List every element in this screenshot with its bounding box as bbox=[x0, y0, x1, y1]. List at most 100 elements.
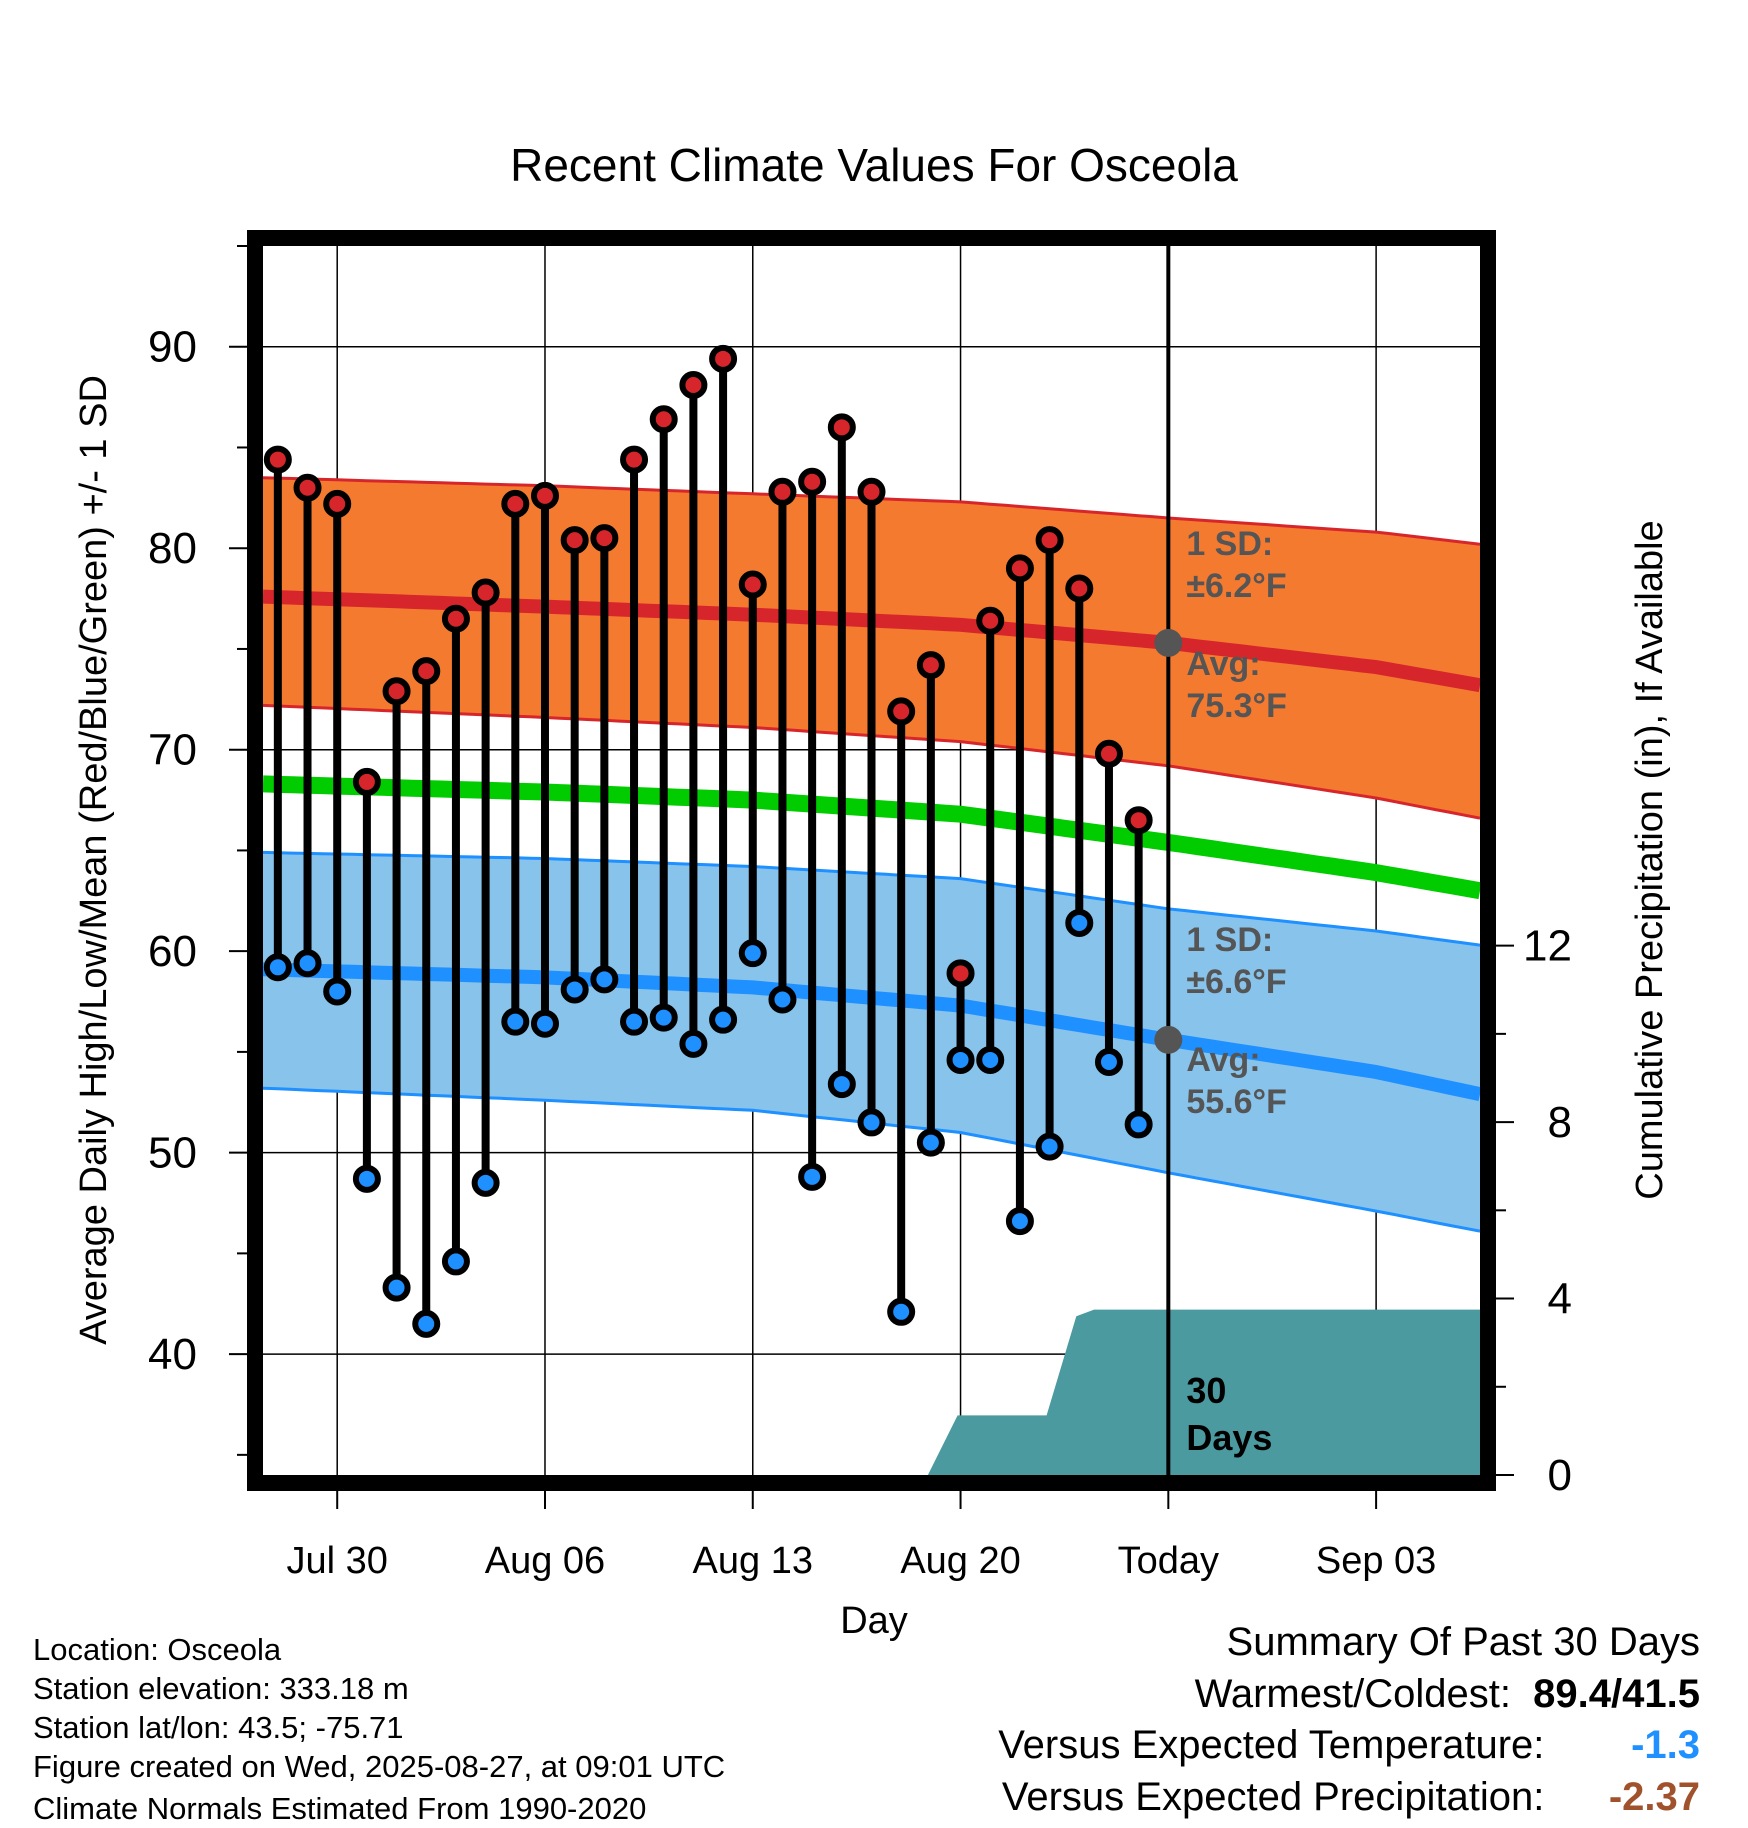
daily-low-point bbox=[768, 985, 797, 1014]
daily-low-point bbox=[560, 975, 589, 1004]
daily-high-point bbox=[887, 697, 916, 726]
daily-low-point bbox=[382, 1273, 411, 1302]
summary-warmest-row: Warmest/Coldest: 89.4/41.5 bbox=[1195, 1672, 1700, 1717]
daily-high-point bbox=[857, 477, 886, 506]
low-avg-label: Avg: bbox=[1186, 1041, 1260, 1079]
daily-high-point bbox=[709, 344, 738, 373]
daily-high-point bbox=[412, 657, 441, 686]
daily-high-point bbox=[382, 677, 411, 706]
info-elevation: Station elevation: 333.18 m bbox=[33, 1671, 409, 1706]
daily-low-point bbox=[441, 1247, 470, 1276]
daily-low-point bbox=[1035, 1132, 1064, 1161]
high-avg-value: 75.3°F bbox=[1186, 687, 1287, 725]
daily-low-point bbox=[916, 1128, 945, 1157]
daily-low-point bbox=[679, 1029, 708, 1058]
low-sd-label: 1 SD: bbox=[1186, 921, 1273, 959]
summary-temp-row: Versus Expected Temperature: -1.3 bbox=[998, 1723, 1700, 1768]
daily-high-point bbox=[679, 371, 708, 400]
daily-high-point bbox=[263, 445, 292, 474]
x-tick-label: Today bbox=[1118, 1540, 1219, 1582]
daily-high-point bbox=[1065, 574, 1094, 603]
chart-title: Recent Climate Values For Osceola bbox=[510, 139, 1238, 191]
info-created: Figure created on Wed, 2025-08-27, at 09… bbox=[33, 1749, 726, 1784]
daily-high-point bbox=[620, 445, 649, 474]
y2-tick-label: 4 bbox=[1548, 1275, 1572, 1324]
today-high-marker bbox=[1154, 628, 1183, 657]
y-tick-label: 40 bbox=[148, 1330, 197, 1379]
plot-frame bbox=[247, 230, 1496, 1491]
days-window-label: Days bbox=[1186, 1417, 1272, 1458]
precip-area bbox=[263, 1309, 1480, 1475]
daily-high-point bbox=[471, 578, 500, 607]
info-location: Location: Osceola bbox=[33, 1632, 282, 1667]
daily-low-point bbox=[412, 1309, 441, 1338]
daily-high-point bbox=[649, 405, 678, 434]
daily-high-point bbox=[501, 489, 530, 518]
daily-high-point bbox=[293, 473, 322, 502]
daily-low-point bbox=[976, 1045, 1005, 1074]
daily-low-point bbox=[887, 1297, 916, 1326]
y-tick-label: 80 bbox=[148, 524, 197, 573]
daily-high-point bbox=[916, 651, 945, 680]
daily-high-point bbox=[1124, 806, 1153, 835]
daily-low-point bbox=[590, 965, 619, 994]
daily-low-point bbox=[738, 939, 767, 968]
summary-warmest-label: Warmest/Coldest: bbox=[1194, 1672, 1511, 1716]
x-tick-label: Aug 20 bbox=[900, 1540, 1020, 1582]
days-window-label: 30 bbox=[1186, 1370, 1226, 1411]
high-sd-value: ±6.2°F bbox=[1186, 567, 1286, 605]
daily-low-point bbox=[827, 1070, 856, 1099]
daily-high-point bbox=[441, 604, 470, 633]
summary-precip-label: Versus Expected Precipitation: bbox=[1001, 1775, 1545, 1819]
daily-high-point bbox=[768, 477, 797, 506]
daily-high-point bbox=[1094, 739, 1123, 768]
daily-low-point bbox=[293, 949, 322, 978]
x-tick-label: Sep 03 bbox=[1316, 1540, 1436, 1582]
daily-high-point bbox=[530, 481, 559, 510]
low-avg-value: 55.6°F bbox=[1186, 1083, 1287, 1121]
daily-low-point bbox=[1094, 1047, 1123, 1076]
daily-low-point bbox=[709, 1005, 738, 1034]
daily-high-point bbox=[323, 489, 352, 518]
y-axis-label: Average Daily High/Low/Mean (Red/Blue/Gr… bbox=[73, 375, 115, 1345]
y-tick-label: 70 bbox=[148, 726, 197, 775]
high-sd-label: 1 SD: bbox=[1186, 525, 1273, 563]
today-low-marker bbox=[1154, 1025, 1183, 1054]
daily-low-point bbox=[798, 1162, 827, 1191]
x-tick-label: Jul 30 bbox=[287, 1540, 388, 1582]
daily-low-point bbox=[649, 1003, 678, 1032]
daily-high-point bbox=[560, 526, 589, 555]
daily-low-point bbox=[1065, 908, 1094, 937]
daily-high-point bbox=[946, 959, 975, 988]
x-axis-label: Day bbox=[840, 1600, 908, 1642]
x-tick-label: Aug 06 bbox=[485, 1540, 605, 1582]
summary-temp-label: Versus Expected Temperature: bbox=[998, 1723, 1545, 1767]
summary-temp-value: -1.3 bbox=[1631, 1723, 1700, 1767]
y2-tick-label: 12 bbox=[1523, 922, 1572, 971]
daily-low-point bbox=[620, 1007, 649, 1036]
y-tick-label: 50 bbox=[148, 1129, 197, 1178]
daily-low-point bbox=[1124, 1110, 1153, 1139]
y-tick-label: 60 bbox=[148, 927, 197, 976]
daily-low-point bbox=[471, 1168, 500, 1197]
daily-high-point bbox=[1005, 554, 1034, 583]
daily-low-point bbox=[857, 1108, 886, 1137]
daily-low-point bbox=[352, 1164, 381, 1193]
daily-high-point bbox=[976, 606, 1005, 635]
daily-high-point bbox=[798, 467, 827, 496]
low-sd-value: ±6.6°F bbox=[1186, 963, 1286, 1001]
daily-high-point bbox=[352, 767, 381, 796]
info-latlon: Station lat/lon: 43.5; -75.71 bbox=[33, 1710, 404, 1745]
summary-precip-row: Versus Expected Precipitation: -2.37 bbox=[1002, 1775, 1700, 1820]
y2-tick-label: 8 bbox=[1548, 1098, 1572, 1147]
daily-low-point bbox=[501, 1007, 530, 1036]
daily-low-point bbox=[263, 953, 292, 982]
daily-low-point bbox=[1005, 1207, 1034, 1236]
info-normals: Climate Normals Estimated From 1990-2020 bbox=[33, 1791, 647, 1826]
y2-tick-label: 0 bbox=[1548, 1451, 1572, 1500]
daily-high-point bbox=[1035, 526, 1064, 555]
summary-precip-value: -2.37 bbox=[1608, 1775, 1700, 1819]
daily-high-point bbox=[738, 570, 767, 599]
y2-axis-label: Cumulative Precipitation (in), If Availa… bbox=[1629, 520, 1671, 1199]
